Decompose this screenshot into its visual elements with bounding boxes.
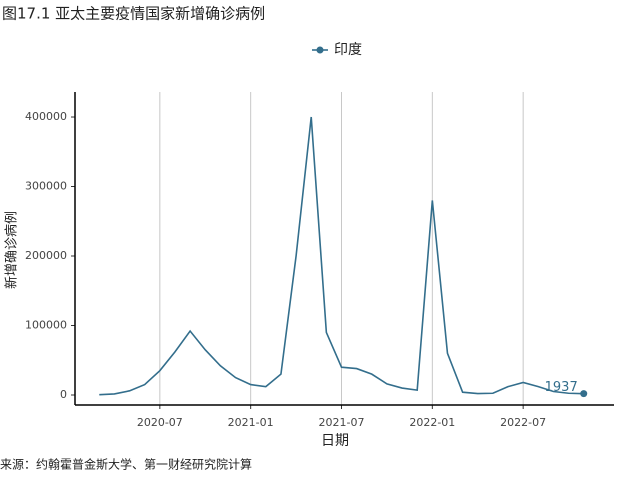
source-note: 来源：约翰霍普金斯大学、第一财经研究院计算: [0, 457, 252, 472]
y-tick-label: 200000: [25, 249, 67, 262]
y-tick-label: 100000: [25, 318, 67, 331]
y-axis-label: 新增确诊病例: [4, 211, 20, 289]
series-line: [99, 116, 584, 396]
x-tick-label: 2021-07: [319, 416, 365, 429]
x-axis-label: 日期: [321, 433, 349, 449]
chart-title: 图17.1 亚太主要疫情国家新增确诊病例: [2, 5, 265, 23]
x-tick-label: 2021-01: [228, 416, 274, 429]
y-tick-label: 0: [60, 388, 67, 401]
x-tick-label: 2022-01: [409, 416, 455, 429]
end-point: [580, 390, 588, 398]
x-tick-label: 2022-07: [500, 416, 546, 429]
legend-label: 印度: [334, 42, 362, 58]
x-tick-label: 2020-07: [137, 416, 183, 429]
y-tick-label: 400000: [25, 110, 67, 123]
end-label: 1937: [545, 380, 578, 395]
legend-marker: [316, 46, 324, 54]
y-tick-label: 300000: [25, 180, 67, 193]
